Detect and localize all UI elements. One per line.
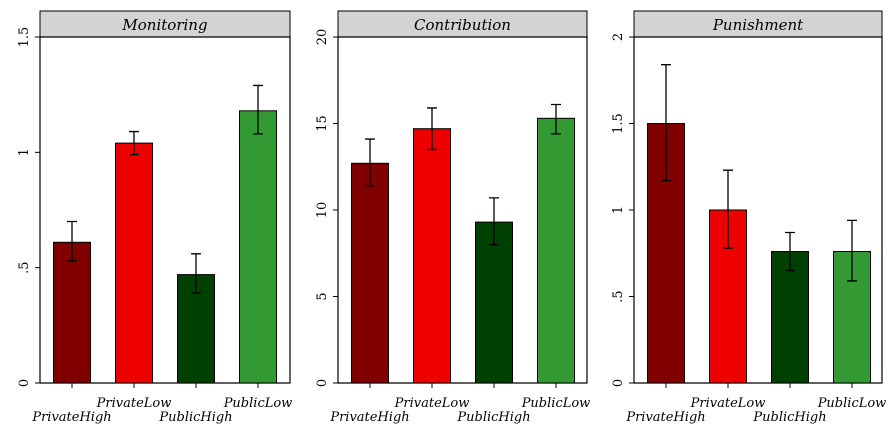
x-category-label: PrivateHigh (329, 410, 409, 425)
y-tick-label: 1.5 (611, 113, 626, 134)
bar-privatehigh (647, 123, 685, 384)
y-tick-label: 0 (611, 379, 626, 387)
error-bar (723, 169, 733, 249)
panel-title-strip (633, 10, 883, 38)
y-tick-label: 1 (611, 206, 626, 214)
panel-title-strip (337, 10, 588, 38)
y-tick-label: 10 (315, 202, 330, 219)
bar-privatelow (115, 142, 153, 384)
bar-privatehigh (53, 241, 91, 384)
bar-privatehigh (351, 162, 389, 384)
panel-contribution: Contribution 0 5 10 15 20 PrivateHighPrivateLo… (315, 10, 591, 425)
error-bar (129, 130, 139, 156)
y-tick-label: 15 (315, 115, 330, 132)
error-bar (427, 107, 437, 151)
x-category-label: PublicLow (521, 396, 591, 411)
x-category-label: PublicLow (817, 396, 887, 411)
y-tick-label: 20 (315, 29, 330, 46)
error-bar (785, 231, 795, 272)
error-bar (365, 138, 375, 187)
x-category-label: PublicHigh (456, 410, 530, 425)
y-tick-label: 5 (315, 292, 330, 300)
error-bar (661, 64, 671, 182)
x-category-label: PrivateHigh (31, 410, 111, 425)
panel-title: Contribution (414, 16, 511, 34)
error-bar (67, 220, 77, 262)
x-category-label: PublicHigh (752, 410, 826, 425)
y-tick-label: 1 (17, 148, 32, 156)
plot-frame (634, 36, 883, 384)
y-tick-label: 0 (315, 379, 330, 387)
x-category-label: PublicLow (223, 396, 293, 411)
plot-frame (40, 36, 291, 384)
panel-title: Monitoring (121, 16, 207, 34)
x-category-label: PrivateLow (690, 396, 766, 411)
x-category-label: PrivateHigh (625, 410, 705, 425)
bar-publiclow (537, 117, 575, 384)
panel-title-strip (39, 10, 291, 38)
bar-publichigh (771, 251, 809, 384)
plot-frame (338, 36, 588, 384)
error-bar (847, 219, 857, 282)
y-tick-label: .5 (17, 261, 32, 273)
x-category-label: PublicHigh (158, 410, 232, 425)
error-bar (551, 103, 561, 135)
bar-privatelow (413, 128, 451, 384)
bar-publichigh (475, 221, 513, 384)
panel-title: Punishment (712, 16, 804, 34)
panel-punishment: Punishment0.511.52PrivateHighPrivateLowP… (611, 10, 887, 425)
x-category-label: PrivateLow (96, 396, 172, 411)
error-bar (253, 84, 263, 135)
error-bar (191, 253, 201, 294)
panel-monitoring: Monitoring0.511.5PrivateHighPrivateLowPu… (17, 10, 293, 425)
y-tick-label: .5 (611, 290, 626, 302)
bar-publiclow (239, 110, 277, 384)
y-tick-label: 1.5 (17, 27, 32, 48)
error-bar (489, 197, 499, 246)
x-category-label: PrivateLow (394, 396, 470, 411)
y-tick-label: 2 (611, 33, 626, 41)
y-tick-label: 0 (17, 379, 32, 387)
